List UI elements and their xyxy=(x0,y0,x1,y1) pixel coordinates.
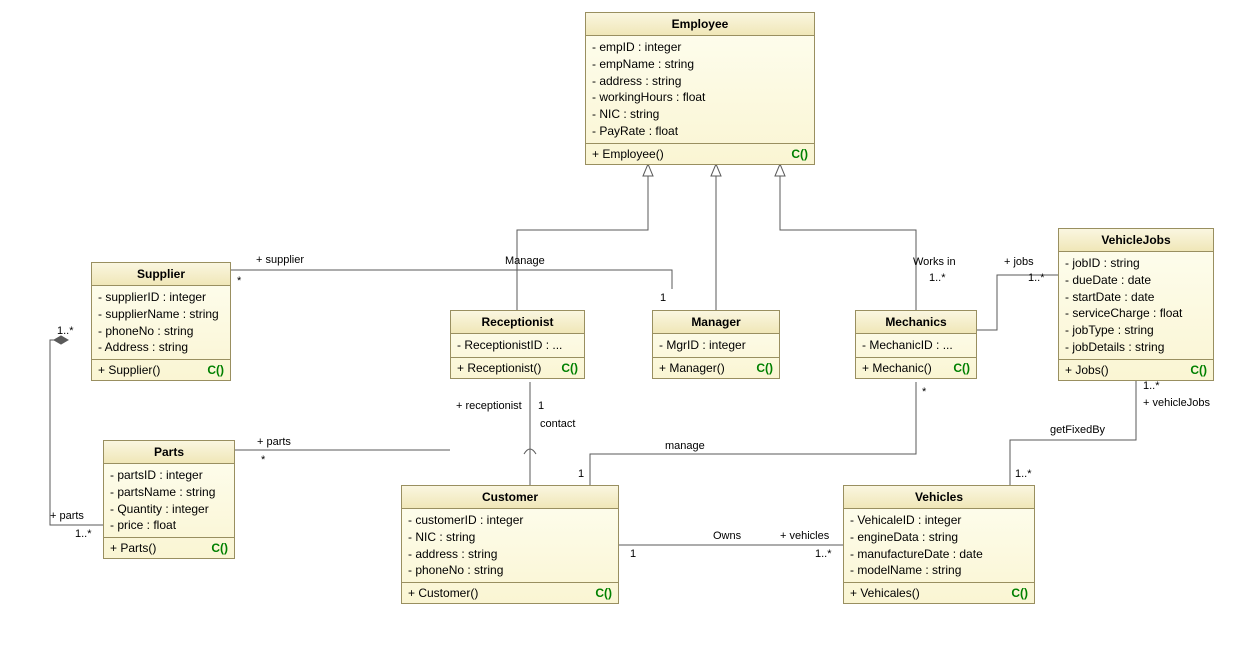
class-receptionist: Receptionist - ReceptionistID : ... + Re… xyxy=(450,310,585,379)
label-jobs-mult: 1..* xyxy=(1028,272,1045,284)
label-vehiclejobs-mult: 1..* xyxy=(1143,380,1160,392)
label-works-in: Works in xyxy=(913,256,956,268)
label-works-mult: 1..* xyxy=(929,272,946,284)
label-supplier-mult: * xyxy=(237,275,241,287)
constructor-icon: C() xyxy=(207,363,224,377)
label-receptionist-role: + receptionist xyxy=(456,400,522,412)
label-parts-role2: + parts xyxy=(50,510,84,522)
constructor-icon: C() xyxy=(953,361,970,375)
label-vehicles-mult: 1..* xyxy=(815,548,832,560)
class-attrs: - empID : integer - empName : string - a… xyxy=(586,36,814,144)
label-jobs-role: + jobs xyxy=(1004,256,1034,268)
label-manage2: manage xyxy=(665,440,705,452)
label-supplier-mult2: 1..* xyxy=(57,325,74,337)
class-supplier: Supplier - supplierID : integer - suppli… xyxy=(91,262,231,381)
class-vehiclejobs: VehicleJobs - jobID : string - dueDate :… xyxy=(1058,228,1214,381)
label-owns-left: 1 xyxy=(630,548,636,560)
label-getfixedby: getFixedBy xyxy=(1050,424,1105,436)
label-receptionist-mult: 1 xyxy=(538,400,544,412)
label-customer-mult: 1 xyxy=(578,468,584,480)
constructor-icon: C() xyxy=(1011,586,1028,600)
class-title: Employee xyxy=(586,13,814,36)
class-employee: Employee - empID : integer - empName : s… xyxy=(585,12,815,165)
class-parts: Parts - partsID : integer - partsName : … xyxy=(103,440,235,559)
label-vehiclejobs-role: + vehicleJobs xyxy=(1143,397,1210,409)
label-owns: Owns xyxy=(713,530,741,542)
constructor-icon: C() xyxy=(595,586,612,600)
label-contact: contact xyxy=(540,418,575,430)
label-mechanics-mult: * xyxy=(922,386,926,398)
label-vehicles-role: + vehicles xyxy=(780,530,829,542)
class-vehicles: Vehicles - VehicaleID : integer - engine… xyxy=(843,485,1035,604)
diagram-canvas: Employee - empID : integer - empName : s… xyxy=(0,0,1240,669)
class-ops: + Employee()C() xyxy=(586,144,814,164)
label-manager-mult: 1 xyxy=(660,292,666,304)
label-supplier-role: + supplier xyxy=(256,254,304,266)
constructor-icon: C() xyxy=(791,147,808,161)
constructor-icon: C() xyxy=(1190,363,1207,377)
label-vehicles-top-mult: 1..* xyxy=(1015,468,1032,480)
label-manage: Manage xyxy=(505,255,545,267)
label-parts-mult2: 1..* xyxy=(75,528,92,540)
constructor-icon: C() xyxy=(211,541,228,555)
label-parts-mult: * xyxy=(261,454,265,466)
constructor-icon: C() xyxy=(561,361,578,375)
class-mechanics: Mechanics - MechanicID : ... + Mechanic(… xyxy=(855,310,977,379)
class-customer: Customer - customerID : integer - NIC : … xyxy=(401,485,619,604)
constructor-icon: C() xyxy=(756,361,773,375)
class-manager: Manager - MgrID : integer + Manager()C() xyxy=(652,310,780,379)
label-parts-role: + parts xyxy=(257,436,291,448)
